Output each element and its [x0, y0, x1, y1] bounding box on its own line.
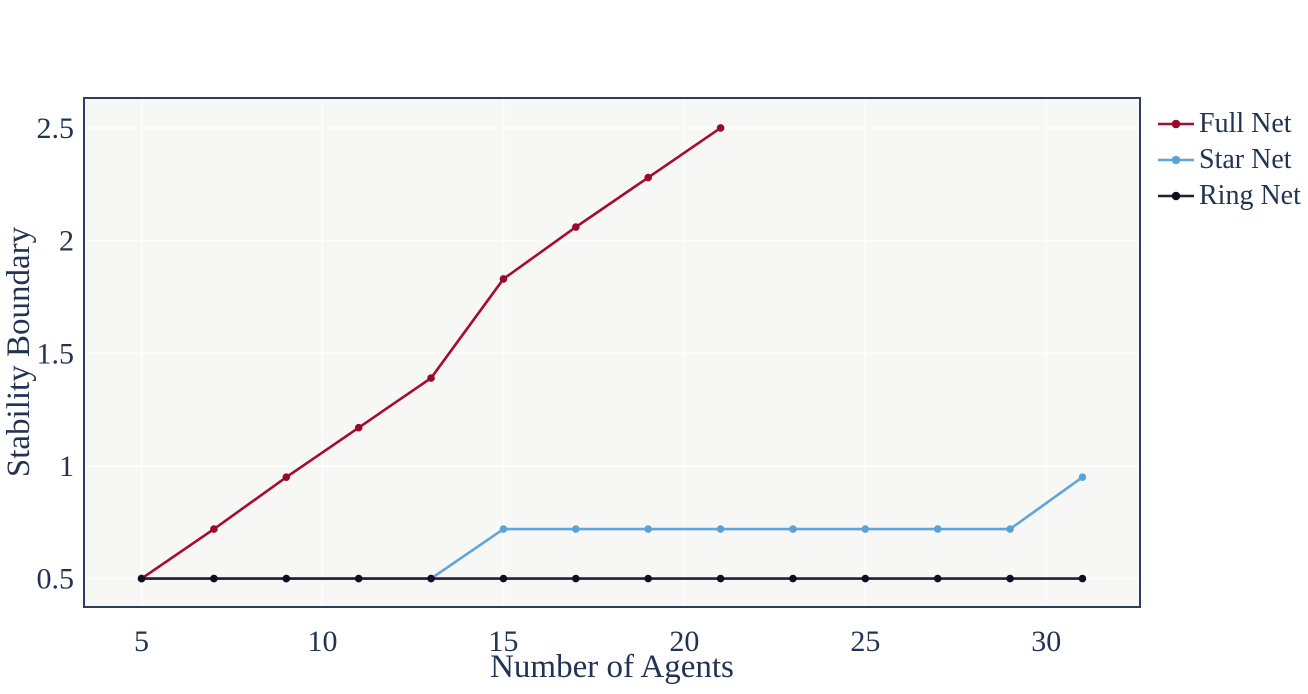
series-marker-full-net	[572, 223, 580, 231]
y-tick-label: 2	[59, 225, 74, 258]
series-marker-star-net	[789, 525, 797, 533]
series-marker-ring-net	[1078, 574, 1087, 583]
series-marker-full-net	[210, 525, 218, 533]
x-tick-label: 25	[850, 625, 880, 658]
y-tick-label: 1.5	[37, 337, 75, 370]
series-marker-ring-net	[644, 574, 652, 583]
series-marker-ring-net	[1006, 574, 1014, 583]
legend-item-full-net: Full Net	[1158, 106, 1301, 142]
series-marker-full-net	[282, 473, 291, 482]
x-tick-label: 10	[307, 625, 337, 658]
x-axis-title: Number of Agents	[490, 649, 734, 685]
full-net-line-icon	[1158, 119, 1194, 129]
series-marker-ring-net	[572, 574, 580, 583]
star-net-line-icon	[1158, 155, 1194, 165]
x-tick-label: 30	[1031, 625, 1061, 658]
y-tick-label: 2.5	[37, 112, 75, 145]
series-marker-ring-net	[933, 574, 942, 583]
series-marker-star-net	[933, 525, 942, 533]
legend-item-star-net: Star Net	[1158, 142, 1301, 178]
series-marker-full-net	[427, 374, 435, 382]
series-marker-ring-net	[789, 574, 797, 583]
series-marker-star-net	[1006, 525, 1014, 533]
legend-item-ring-net: Ring Net	[1158, 178, 1301, 214]
y-axis-title: Stability Boundary	[1, 226, 37, 478]
series-marker-star-net	[499, 525, 508, 533]
series-marker-ring-net	[282, 574, 291, 583]
series-marker-ring-net	[861, 574, 870, 583]
legend: Full Net Star Net Ring Net	[1158, 106, 1301, 214]
ring-net-line-icon	[1158, 191, 1194, 201]
series-marker-star-net	[644, 525, 652, 533]
series-marker-ring-net	[427, 574, 435, 583]
series-marker-ring-net	[210, 574, 218, 583]
legend-label-star-net: Star Net	[1199, 144, 1292, 175]
series-marker-full-net	[716, 124, 725, 132]
x-tick-label: 15	[488, 625, 518, 658]
series-marker-full-net	[354, 423, 363, 432]
series-marker-full-net	[644, 173, 652, 182]
series-marker-star-net	[716, 525, 725, 533]
legend-label-full-net: Full Net	[1199, 108, 1292, 139]
series-marker-star-net	[861, 525, 870, 533]
plot-frame	[83, 97, 1141, 608]
x-tick-label: 20	[669, 625, 699, 658]
series-marker-ring-net	[137, 574, 146, 583]
series-marker-ring-net	[716, 574, 725, 583]
y-tick-label: 0.5	[37, 563, 75, 596]
series-marker-star-net	[572, 525, 580, 533]
series-marker-star-net	[1078, 473, 1087, 482]
plot-background	[84, 98, 1140, 607]
series-marker-full-net	[499, 275, 508, 283]
x-tick-label: 5	[134, 625, 149, 658]
legend-label-ring-net: Ring Net	[1199, 180, 1301, 211]
series-marker-ring-net	[354, 574, 363, 583]
y-tick-label: 1	[59, 450, 74, 483]
series-marker-ring-net	[499, 574, 508, 583]
